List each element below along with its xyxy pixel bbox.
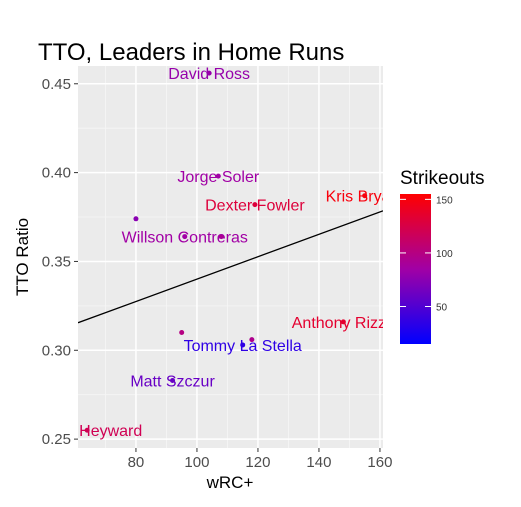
- x-axis-ticks: 80 100 120 140 160: [128, 448, 392, 471]
- trend-layer: [78, 210, 383, 324]
- point-label: Anthony Rizzo: [292, 315, 395, 332]
- legend-colorbar: [400, 194, 431, 344]
- legend-tick-label: 50: [436, 303, 448, 314]
- y-tick-label: 0.45: [42, 76, 71, 93]
- data-point: [179, 330, 185, 336]
- point-label: Jorge Soler: [177, 169, 259, 186]
- y-axis-title: TTO Ratio: [13, 218, 32, 296]
- legend-tick-label: 100: [436, 249, 453, 260]
- point-label: Willson Contreras: [122, 230, 248, 247]
- points-layer: [84, 70, 368, 433]
- point-label: Matt Szczur: [130, 373, 215, 390]
- x-axis-title: wRC+: [206, 473, 254, 492]
- x-tick-label: 100: [184, 454, 209, 471]
- point-label: Kris Bryant: [326, 189, 405, 206]
- data-point: [240, 342, 246, 348]
- point-labels: David Ross Jorge Soler Dexter Fowler Kris B…: [32, 66, 405, 440]
- point-label: Tommy La Stella: [184, 338, 302, 355]
- point-label: Jason Heyward: [32, 423, 142, 440]
- data-point: [133, 216, 139, 222]
- point-label: Dexter Fowler: [205, 198, 305, 215]
- x-tick-label: 160: [367, 454, 392, 471]
- data-point: [84, 427, 90, 433]
- grid-major: [78, 66, 383, 448]
- data-point: [215, 173, 221, 179]
- y-tick-label: 0.40: [42, 165, 71, 182]
- x-tick-label: 80: [128, 454, 145, 471]
- legend-title: Strikeouts: [400, 168, 484, 189]
- data-point: [252, 202, 258, 208]
- x-tick-label: 120: [245, 454, 270, 471]
- x-tick-label: 140: [306, 454, 331, 471]
- data-point: [218, 234, 224, 240]
- data-point: [340, 319, 346, 325]
- trend-line: [78, 210, 383, 324]
- plot-panel: [78, 66, 383, 448]
- point-label: David Ross: [168, 66, 250, 83]
- y-tick-label: 0.30: [42, 342, 71, 359]
- data-point: [206, 70, 212, 76]
- y-tick-label: 0.25: [42, 431, 71, 448]
- y-axis-ticks: 0.25 0.30 0.35 0.40 0.45: [42, 76, 78, 448]
- legend: Strikeouts 50 100 150: [400, 168, 484, 344]
- chart-title: TTO, Leaders in Home Runs: [38, 39, 344, 66]
- grid-minor: [78, 66, 383, 448]
- legend-ticks: 50 100 150: [400, 195, 453, 314]
- legend-tick-label: 150: [436, 195, 453, 206]
- data-point: [362, 193, 368, 199]
- y-tick-label: 0.35: [42, 253, 71, 270]
- data-point: [249, 337, 255, 343]
- data-point: [170, 377, 176, 383]
- data-point: [182, 234, 188, 240]
